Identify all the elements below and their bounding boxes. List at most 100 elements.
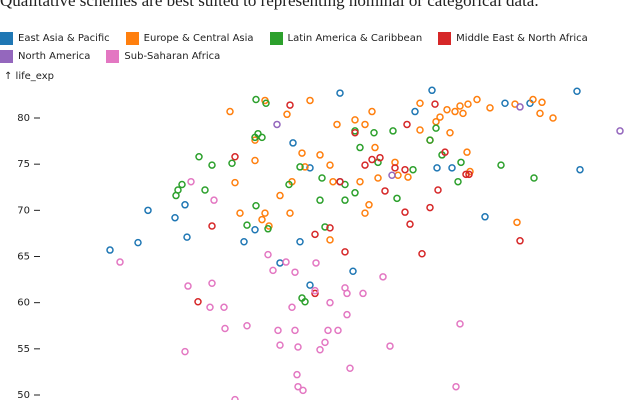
point bbox=[231, 395, 239, 400]
point bbox=[513, 218, 521, 227]
point bbox=[251, 136, 259, 144]
y-tick-label: 55 bbox=[17, 344, 30, 355]
point bbox=[381, 187, 389, 195]
legend-item: North America bbox=[0, 50, 90, 63]
point bbox=[282, 258, 290, 266]
point bbox=[389, 127, 397, 135]
point bbox=[452, 382, 460, 391]
point bbox=[349, 267, 357, 276]
point bbox=[456, 320, 464, 328]
point bbox=[291, 268, 299, 276]
point bbox=[529, 95, 537, 104]
point bbox=[343, 289, 351, 298]
legend-swatch bbox=[0, 32, 13, 45]
point bbox=[329, 177, 337, 186]
legend-swatch bbox=[0, 50, 13, 63]
point bbox=[228, 159, 236, 167]
point bbox=[386, 342, 394, 350]
point bbox=[576, 165, 584, 174]
point bbox=[456, 102, 464, 110]
legend-item: Europe & Central Asia bbox=[125, 32, 254, 45]
point bbox=[446, 129, 454, 137]
point bbox=[351, 129, 359, 137]
point bbox=[459, 109, 467, 118]
point bbox=[288, 303, 296, 312]
point bbox=[321, 223, 329, 231]
point bbox=[465, 170, 473, 179]
point bbox=[306, 96, 314, 105]
legend-label: Middle East & North Africa bbox=[456, 33, 588, 44]
point bbox=[341, 248, 349, 256]
point bbox=[289, 139, 297, 147]
point bbox=[252, 201, 260, 210]
legend-item: Sub-Saharan Africa bbox=[106, 50, 220, 63]
y-tick-label: 70 bbox=[17, 205, 30, 216]
point bbox=[276, 191, 284, 200]
point bbox=[321, 338, 329, 347]
y-axis-label: ↑ life_exp bbox=[4, 71, 54, 82]
point bbox=[283, 110, 291, 119]
point bbox=[144, 206, 152, 215]
point bbox=[220, 303, 228, 312]
y-tick-label: 50 bbox=[17, 390, 30, 400]
point bbox=[181, 201, 189, 209]
point bbox=[418, 249, 426, 258]
point bbox=[298, 149, 306, 157]
point bbox=[201, 186, 209, 194]
point bbox=[273, 120, 281, 129]
legend-item: East Asia & Pacific bbox=[0, 32, 110, 45]
point bbox=[251, 133, 259, 142]
point bbox=[426, 136, 434, 144]
point bbox=[206, 303, 214, 312]
point bbox=[311, 286, 319, 295]
point bbox=[394, 171, 402, 179]
legend-swatch bbox=[438, 32, 452, 45]
point bbox=[299, 386, 307, 395]
point bbox=[195, 153, 203, 161]
point bbox=[326, 298, 334, 307]
point bbox=[428, 86, 436, 95]
point bbox=[443, 105, 451, 114]
legend-swatch bbox=[106, 50, 120, 63]
point bbox=[481, 213, 489, 221]
point bbox=[433, 164, 441, 172]
point bbox=[530, 174, 538, 182]
point bbox=[351, 189, 359, 197]
point bbox=[306, 164, 314, 172]
point bbox=[406, 220, 414, 228]
point bbox=[210, 196, 218, 204]
point bbox=[454, 177, 462, 186]
point bbox=[184, 282, 192, 290]
point bbox=[426, 203, 434, 212]
point bbox=[451, 107, 459, 116]
point bbox=[431, 100, 439, 108]
point bbox=[374, 174, 382, 182]
legend-label: Europe & Central Asia bbox=[143, 33, 254, 44]
point bbox=[333, 120, 341, 129]
point bbox=[486, 104, 494, 112]
point bbox=[301, 163, 309, 171]
point bbox=[326, 224, 334, 232]
point bbox=[361, 209, 369, 217]
point bbox=[359, 289, 367, 298]
point bbox=[616, 127, 624, 135]
point bbox=[497, 161, 505, 169]
legend-swatch bbox=[269, 32, 283, 45]
point bbox=[404, 173, 412, 181]
point bbox=[106, 246, 114, 254]
point bbox=[334, 326, 342, 335]
point bbox=[116, 258, 124, 266]
point bbox=[301, 297, 309, 306]
legend: East Asia & Pacific Europe & Central Asia… bbox=[0, 32, 640, 63]
point bbox=[187, 177, 195, 186]
point bbox=[276, 259, 284, 267]
point bbox=[181, 347, 189, 356]
point bbox=[368, 155, 376, 164]
point bbox=[356, 143, 364, 152]
point bbox=[361, 120, 369, 129]
point bbox=[441, 148, 449, 156]
point bbox=[501, 99, 509, 107]
legend-label: Sub-Saharan Africa bbox=[124, 51, 221, 62]
point bbox=[464, 100, 472, 108]
